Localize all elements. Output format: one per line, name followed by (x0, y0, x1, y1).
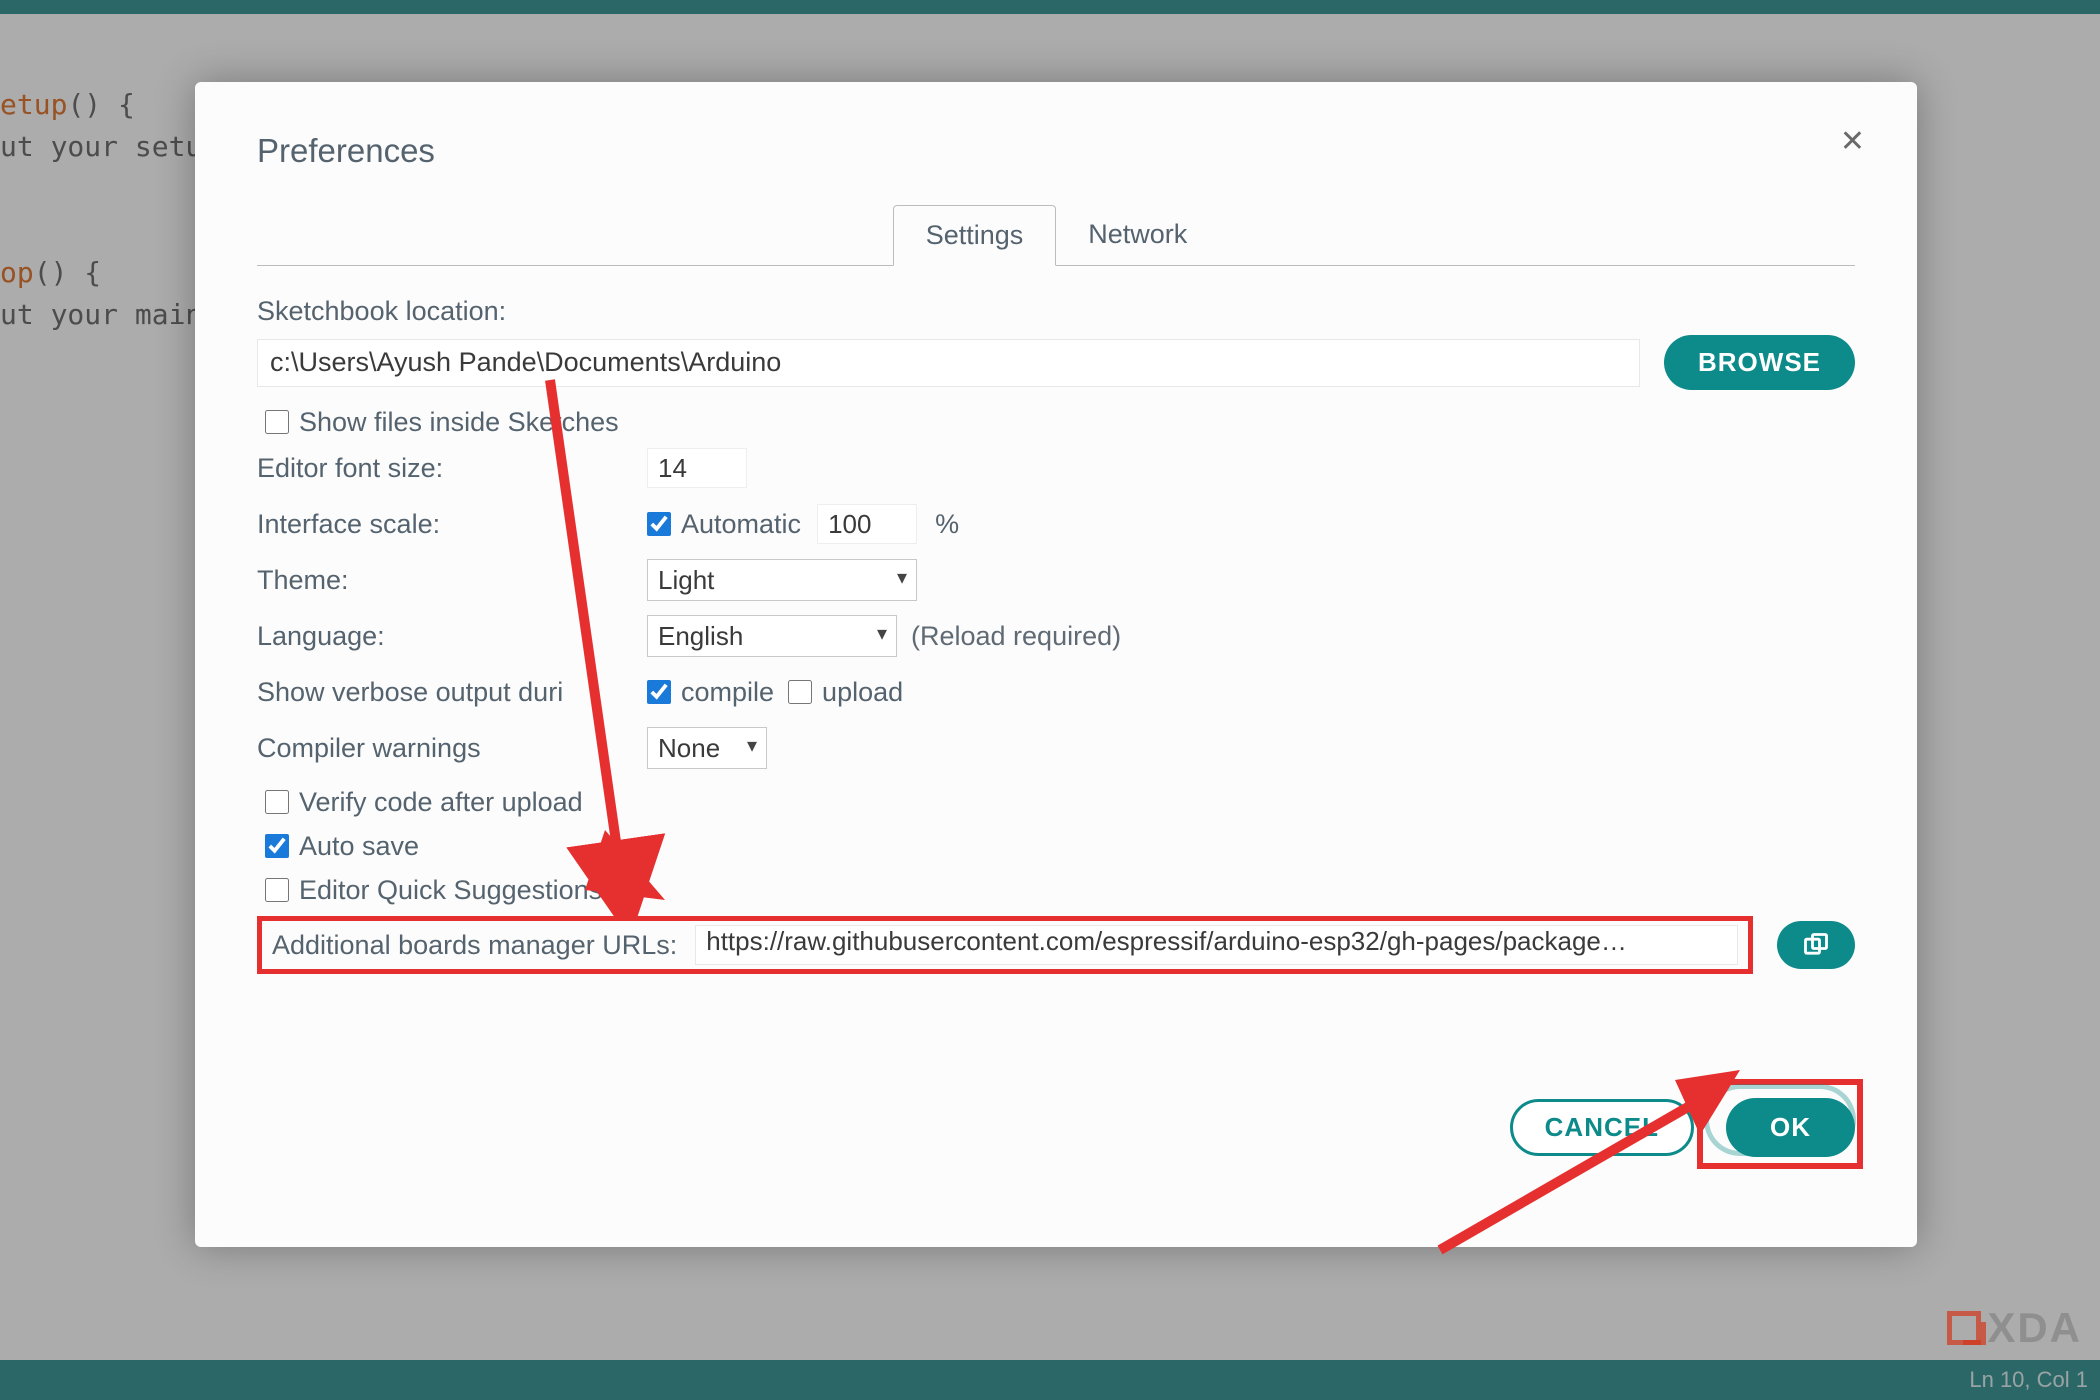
preferences-dialog: Preferences ✕ Settings Network Sketchboo… (195, 82, 1917, 1247)
watermark-icon (1947, 1311, 1981, 1345)
tab-network[interactable]: Network (1056, 205, 1219, 266)
quick-suggestions-label: Editor Quick Suggestions (299, 875, 602, 906)
verify-upload-checkbox[interactable] (265, 790, 289, 814)
cancel-button[interactable]: CANCEL (1510, 1099, 1694, 1156)
expand-urls-button[interactable] (1777, 921, 1855, 969)
browse-button[interactable]: BROWSE (1664, 335, 1855, 390)
quick-suggestions-checkbox[interactable] (265, 878, 289, 902)
auto-save-label: Auto save (299, 831, 419, 862)
compiler-warnings-select[interactable]: None (647, 727, 767, 769)
scale-suffix: % (935, 509, 959, 540)
tab-settings[interactable]: Settings (893, 205, 1057, 266)
expand-icon (1802, 931, 1830, 959)
language-select[interactable]: English (647, 615, 897, 657)
sketchbook-label: Sketchbook location: (257, 296, 1855, 327)
settings-form: Sketchbook location: BROWSE Show files i… (257, 296, 1855, 974)
dialog-footer: CANCEL OK (1510, 1098, 1855, 1157)
additional-urls-input[interactable]: https://raw.githubusercontent.com/espres… (695, 925, 1738, 965)
verbose-compile-checkbox[interactable] (647, 680, 671, 704)
theme-select[interactable]: Light (647, 559, 917, 601)
verify-upload-label: Verify code after upload (299, 787, 583, 818)
close-icon[interactable]: ✕ (1840, 124, 1865, 159)
verbose-upload-checkbox[interactable] (788, 680, 812, 704)
show-files-checkbox[interactable] (265, 410, 289, 434)
watermark: XDA (1947, 1304, 2082, 1352)
font-size-label: Editor font size: (257, 453, 647, 484)
verbose-label: Show verbose output duri (257, 677, 647, 708)
auto-scale-checkbox[interactable] (647, 512, 671, 536)
ok-button[interactable]: OK (1726, 1098, 1855, 1157)
theme-label: Theme: (257, 565, 647, 596)
show-files-label: Show files inside Sketches (299, 407, 619, 438)
language-label: Language: (257, 621, 647, 652)
compiler-warnings-label: Compiler warnings (257, 733, 647, 764)
font-size-input[interactable] (647, 448, 747, 488)
interface-scale-label: Interface scale: (257, 509, 647, 540)
dialog-title: Preferences (257, 132, 1855, 170)
scale-value-input[interactable] (817, 504, 917, 544)
additional-urls-highlight: Additional boards manager URLs: https://… (257, 916, 1753, 974)
auto-scale-label: Automatic (681, 509, 801, 540)
tabs-bar: Settings Network (257, 204, 1855, 266)
additional-urls-label: Additional boards manager URLs: (272, 930, 677, 961)
verbose-upload-label: upload (822, 677, 903, 708)
verbose-compile-label: compile (681, 677, 774, 708)
auto-save-checkbox[interactable] (265, 834, 289, 858)
watermark-text: XDA (1987, 1304, 2082, 1352)
sketchbook-location-input[interactable] (257, 339, 1640, 387)
reload-note: (Reload required) (911, 621, 1121, 652)
